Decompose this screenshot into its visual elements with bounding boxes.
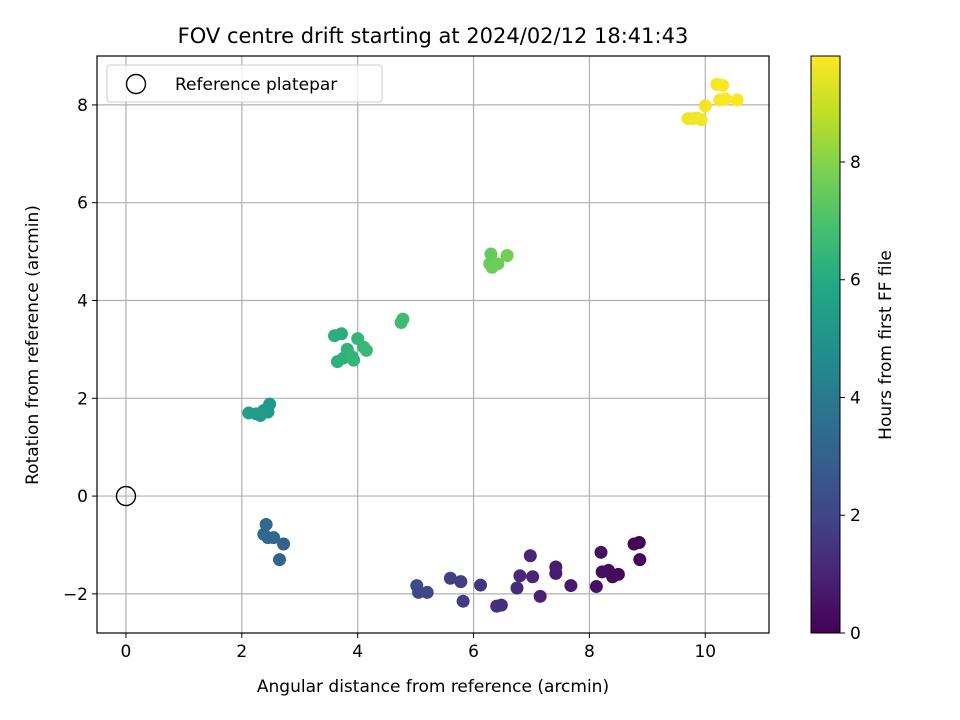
colorbar-tick-label: 0: [850, 624, 861, 644]
data-point: [490, 599, 504, 613]
legend: Reference platepar: [106, 64, 383, 103]
data-point: [589, 580, 603, 594]
data-point: [716, 78, 730, 92]
data-point: [474, 578, 488, 592]
data-point: [491, 257, 505, 271]
data-point: [443, 571, 457, 585]
data-point: [633, 553, 647, 567]
plot-frame: [96, 55, 770, 634]
x-tick-label: 8: [584, 642, 595, 662]
y-tick-label: 4: [77, 291, 88, 311]
colorbar-tick-label: 2: [850, 506, 861, 526]
data-point: [257, 527, 271, 541]
data-point: [510, 581, 524, 595]
data-point: [454, 575, 468, 589]
data-point: [396, 312, 410, 326]
data-point: [259, 517, 273, 531]
reference-platepar-marker: [115, 485, 137, 507]
data-point: [410, 579, 424, 593]
colorbar: 0 2 4 6 8 Hours from first FF file: [810, 55, 896, 644]
colorbar-gradient: [810, 55, 841, 634]
y-axis-label: Rotation from reference (arcmin): [23, 205, 43, 485]
data-point: [513, 569, 527, 583]
data-point: [698, 99, 712, 113]
data-point: [594, 545, 608, 559]
data-point: [359, 343, 373, 357]
data-point: [719, 92, 733, 106]
data-point: [500, 249, 514, 263]
colorbar-tick-label: 4: [850, 388, 861, 408]
colorbar-tick-label: 8: [850, 153, 861, 173]
colorbar-tick-label: 6: [850, 271, 861, 291]
data-point: [549, 560, 563, 574]
chart-title: FOV centre drift starting at 2024/02/12 …: [178, 24, 689, 48]
x-axis-label: Angular distance from reference (arcmin): [257, 677, 609, 697]
y-tick-label: 2: [77, 389, 88, 409]
data-point: [334, 327, 348, 341]
colorbar-label: Hours from first FF file: [876, 250, 896, 440]
data-point: [533, 589, 547, 603]
data-point: [456, 594, 470, 608]
data-point: [595, 565, 609, 579]
x-tick-label: 4: [352, 642, 363, 662]
data-point: [484, 247, 498, 261]
data-point: [523, 549, 537, 563]
data-point: [242, 406, 256, 420]
x-tick-label: 6: [468, 642, 479, 662]
y-tick-label: 0: [77, 487, 88, 507]
data-point: [277, 537, 291, 551]
x-tick-label: 0: [121, 642, 132, 662]
data-point: [272, 553, 286, 567]
x-tick-label: 10: [694, 642, 716, 662]
legend-entry-reference-platepar: Reference platepar: [175, 75, 337, 95]
x-tick-label: 2: [236, 642, 247, 662]
y-tick-label: 8: [77, 96, 88, 116]
grid: [97, 56, 769, 633]
data-point: [347, 353, 361, 367]
y-tick-label: 6: [77, 194, 88, 214]
data-points: [242, 77, 744, 613]
colorbar-ticks: 0 2 4 6 8: [840, 153, 861, 644]
x-ticks: 0 2 4 6 8 10: [121, 633, 716, 662]
y-tick-label: −2: [63, 585, 88, 605]
data-point: [564, 579, 578, 593]
data-point: [694, 113, 708, 127]
data-point: [730, 93, 744, 107]
y-ticks: −2 0 2 4 6 8: [63, 96, 97, 605]
legend-marker-icon: [125, 73, 147, 95]
data-point: [526, 570, 540, 584]
data-point: [627, 537, 641, 551]
legend-box: [106, 64, 383, 103]
